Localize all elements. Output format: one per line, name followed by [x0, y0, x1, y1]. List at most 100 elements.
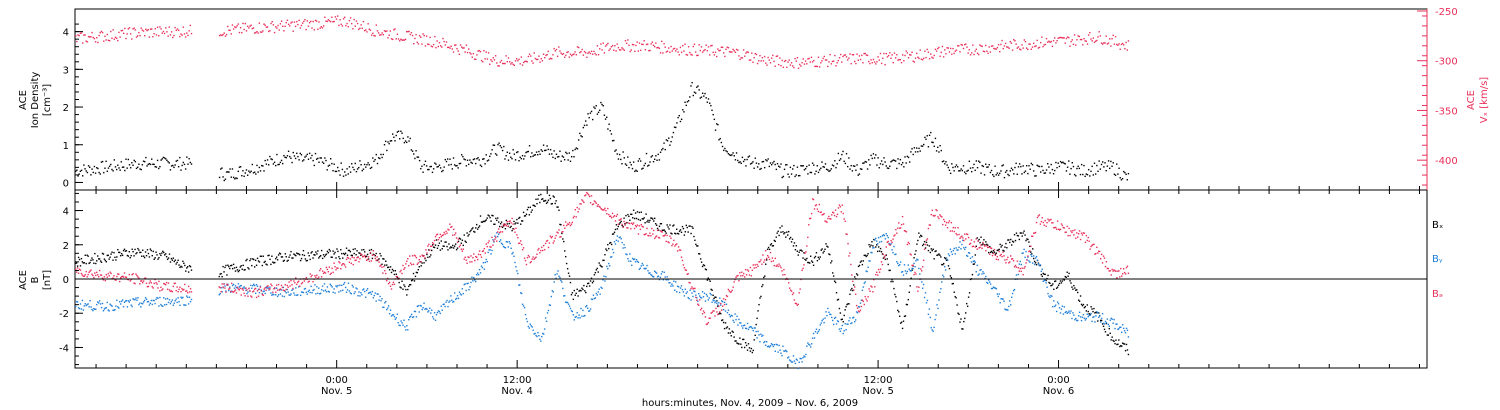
bx-point: [662, 229, 665, 231]
vx-point: [953, 52, 955, 55]
bz-point: [576, 206, 578, 209]
vx-point: [476, 54, 478, 56]
bx-point: [107, 254, 109, 256]
density-point: [774, 163, 776, 166]
bz-point: [338, 261, 340, 263]
vx-point: [525, 60, 527, 63]
bz-point: [875, 273, 877, 276]
bz-point: [552, 242, 554, 244]
by-point: [113, 309, 115, 312]
by-point: [998, 293, 1000, 295]
vx-point: [892, 61, 895, 64]
bx-point: [520, 220, 523, 222]
by-point: [270, 292, 272, 294]
by-point: [585, 306, 587, 308]
bx-point: [786, 231, 788, 233]
by-point: [85, 304, 87, 307]
by-point: [869, 260, 871, 262]
bz-point: [122, 276, 125, 278]
bx-point: [876, 244, 878, 246]
bx-point: [169, 261, 172, 263]
bx-point: [568, 275, 571, 277]
by-point: [185, 304, 187, 306]
by-point: [443, 303, 445, 305]
density-point: [346, 168, 348, 170]
density-point: [239, 166, 242, 168]
by-point: [608, 262, 610, 265]
vx-point: [462, 47, 464, 49]
density-point: [1114, 174, 1117, 176]
density-point: [491, 149, 493, 151]
by-point: [338, 291, 340, 293]
bx-point: [1032, 257, 1035, 260]
by-point: [527, 325, 530, 328]
bx-point: [1049, 282, 1051, 285]
by-point: [950, 251, 953, 253]
bz-point: [177, 290, 179, 293]
vx-point: [813, 59, 815, 62]
vx-point: [533, 52, 535, 54]
vx-point: [692, 45, 694, 48]
bx-point: [258, 261, 261, 263]
vx-point: [504, 62, 506, 65]
by-point: [788, 359, 791, 361]
bz-point: [884, 254, 887, 257]
vx-point: [574, 51, 576, 53]
bz-point: [880, 261, 883, 263]
by-point: [88, 306, 90, 308]
bz-point: [786, 277, 788, 280]
by-point: [762, 334, 764, 337]
bx-point: [942, 263, 944, 266]
by-point: [1097, 312, 1099, 314]
density-point: [976, 166, 979, 169]
density-point: [1037, 165, 1040, 167]
by-point: [383, 306, 385, 309]
by-point: [100, 306, 103, 309]
bz-point: [820, 211, 822, 213]
by-point: [678, 291, 681, 294]
by-point: [644, 268, 646, 270]
vx-point: [558, 46, 560, 48]
by-point: [279, 293, 282, 295]
bx-point: [492, 215, 494, 217]
density-point: [544, 149, 546, 152]
bz-point: [267, 285, 269, 287]
bx-point: [804, 258, 806, 261]
bx-point: [412, 272, 415, 275]
bx-point: [828, 253, 830, 255]
bx-point: [117, 248, 119, 251]
vx-point: [1120, 43, 1123, 46]
by-point: [475, 280, 477, 283]
density-point: [1071, 162, 1073, 164]
vx-point: [848, 57, 850, 59]
vx-point: [893, 52, 896, 54]
bz-point: [289, 285, 291, 287]
by-point: [1061, 305, 1064, 307]
density-point: [437, 165, 440, 168]
bx-point: [631, 217, 634, 219]
vx-point: [229, 29, 231, 32]
bx-point: [1004, 246, 1006, 248]
bx-point: [317, 250, 319, 252]
density-point: [1123, 170, 1125, 173]
bz-point: [704, 316, 707, 318]
bx-point: [394, 270, 397, 272]
vx-point: [1003, 45, 1006, 47]
bz-point: [780, 266, 782, 269]
density-point: [537, 153, 539, 156]
bx-point: [274, 261, 276, 264]
bz-point: [736, 275, 738, 277]
bx-point: [860, 260, 863, 262]
bz-point: [774, 257, 776, 260]
bz-point: [285, 288, 287, 291]
vx-point: [1106, 43, 1109, 45]
bz-point: [437, 239, 440, 241]
bz-point: [597, 204, 599, 206]
bx-point: [790, 241, 793, 243]
vx-point: [430, 45, 432, 47]
vx-point: [128, 27, 131, 29]
density-point: [756, 166, 759, 168]
vx-point: [734, 51, 737, 54]
bz-point: [389, 285, 392, 287]
bx-point: [715, 296, 717, 299]
